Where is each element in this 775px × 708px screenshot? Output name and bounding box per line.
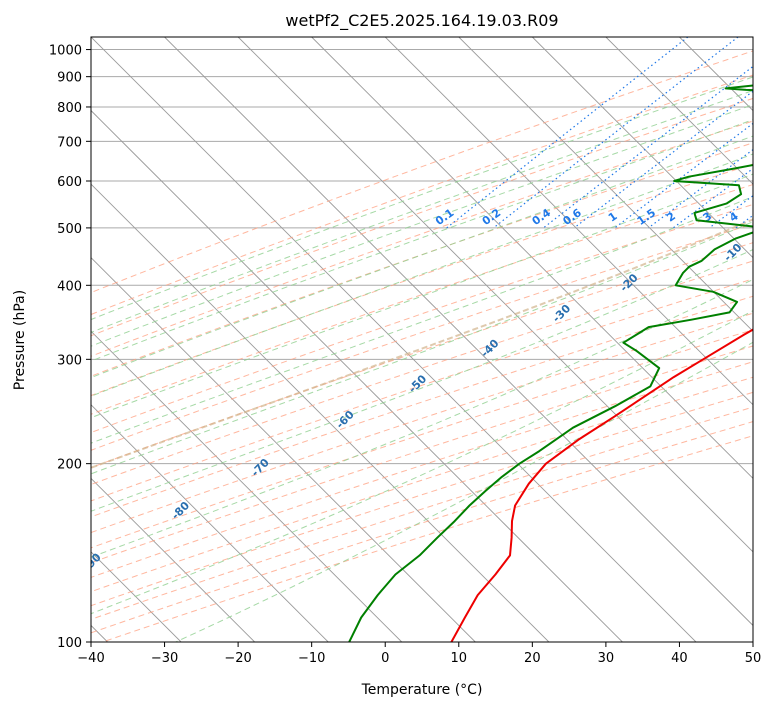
y-tick-label: 500 xyxy=(57,222,82,237)
isobar-gridlines xyxy=(91,49,753,642)
moist-adiabat xyxy=(91,119,753,362)
dry-adiabat xyxy=(91,184,753,415)
dry-adiabat xyxy=(91,242,753,469)
isotherm-gridline xyxy=(91,330,403,642)
isotherm-gridline xyxy=(164,37,753,627)
moist-adiabat xyxy=(91,173,753,419)
isotherm-gridline xyxy=(384,37,753,406)
y-axis: 100 200 300 400 500 600 700 800 900 1000 xyxy=(49,44,91,651)
x-axis-title: Temperature (°C) xyxy=(361,682,483,698)
dry-adiabat xyxy=(91,223,753,451)
moist-adiabat xyxy=(91,310,753,615)
moist-adiabat xyxy=(91,278,753,558)
dry-adiabat xyxy=(91,74,753,316)
moist-adiabats xyxy=(91,76,753,642)
y-tick-label: 200 xyxy=(57,458,82,473)
isotherm-gridline xyxy=(237,37,753,553)
y-tick-label: 600 xyxy=(57,175,82,190)
y-tick-label: 400 xyxy=(57,279,82,294)
dry-adiabat xyxy=(91,361,753,578)
isotherm-gridline xyxy=(91,257,476,642)
mixing-ratio-line xyxy=(446,37,689,229)
dry-adiabat xyxy=(91,278,753,502)
x-tick-label: −20 xyxy=(224,651,251,666)
isotherm-gridline xyxy=(91,183,550,642)
moist-adiabat xyxy=(91,89,753,333)
mixing-ratio-line xyxy=(648,148,753,229)
x-axis: −40 −30 −20 −10 0 10 20 30 40 50 xyxy=(77,642,761,666)
dry-adiabat xyxy=(91,97,753,337)
dry-adiabat xyxy=(91,163,753,397)
moist-adiabat xyxy=(175,341,753,642)
mixing-ratio-line xyxy=(493,37,739,229)
x-tick-label: 20 xyxy=(524,651,541,666)
moist-adiabat xyxy=(91,153,753,397)
x-tick-label: 0 xyxy=(381,651,389,666)
y-tick-label: 100 xyxy=(57,636,82,651)
isotherm-gridline xyxy=(91,404,329,642)
x-tick-label: 50 xyxy=(745,651,762,666)
plot-frame xyxy=(90,36,754,643)
dry-adiabat xyxy=(91,50,753,294)
y-tick-label: 700 xyxy=(57,135,82,150)
dry-adiabat xyxy=(91,120,753,357)
y-tick-label: 1000 xyxy=(49,44,82,59)
x-tick-label: −10 xyxy=(298,651,325,666)
y-axis-title: Pressure (hPa) xyxy=(12,290,28,390)
dewpoint-profile xyxy=(348,84,753,642)
isotherm-gridline xyxy=(532,37,753,259)
sounding-profiles xyxy=(348,84,753,642)
parcel-curve xyxy=(91,218,753,469)
y-tick-label: 900 xyxy=(57,71,82,86)
mixing-ratio-line xyxy=(573,90,753,229)
dry-adiabat xyxy=(91,142,753,377)
plot-area: 0.10.20.40.611.52346810131620253036-100-… xyxy=(91,37,753,642)
dry-adiabat xyxy=(91,376,753,593)
dry-adiabat xyxy=(91,329,753,549)
moist-adiabat xyxy=(91,196,753,444)
chart-title: wetPf2_C2E5.2025.164.19.03.R09 xyxy=(285,11,558,31)
isotherm-gridline xyxy=(91,477,255,642)
y-tick-label: 300 xyxy=(57,353,82,368)
x-tick-label: 10 xyxy=(451,651,468,666)
isotherm-gridline xyxy=(311,37,753,479)
isotherm-gridline xyxy=(91,37,697,642)
isotherm-gridlines xyxy=(91,37,753,642)
x-tick-label: 30 xyxy=(598,651,615,666)
isotherm-gridline xyxy=(91,109,623,642)
temperature-profile xyxy=(450,328,753,642)
moist-adiabat xyxy=(91,76,753,321)
isotherm-gridline xyxy=(605,37,753,185)
dry-adiabats xyxy=(91,50,753,642)
y-tick-label: 800 xyxy=(57,101,82,116)
x-tick-label: 40 xyxy=(671,651,688,666)
x-tick-label: −30 xyxy=(151,651,178,666)
x-tick-label: −40 xyxy=(77,651,104,666)
